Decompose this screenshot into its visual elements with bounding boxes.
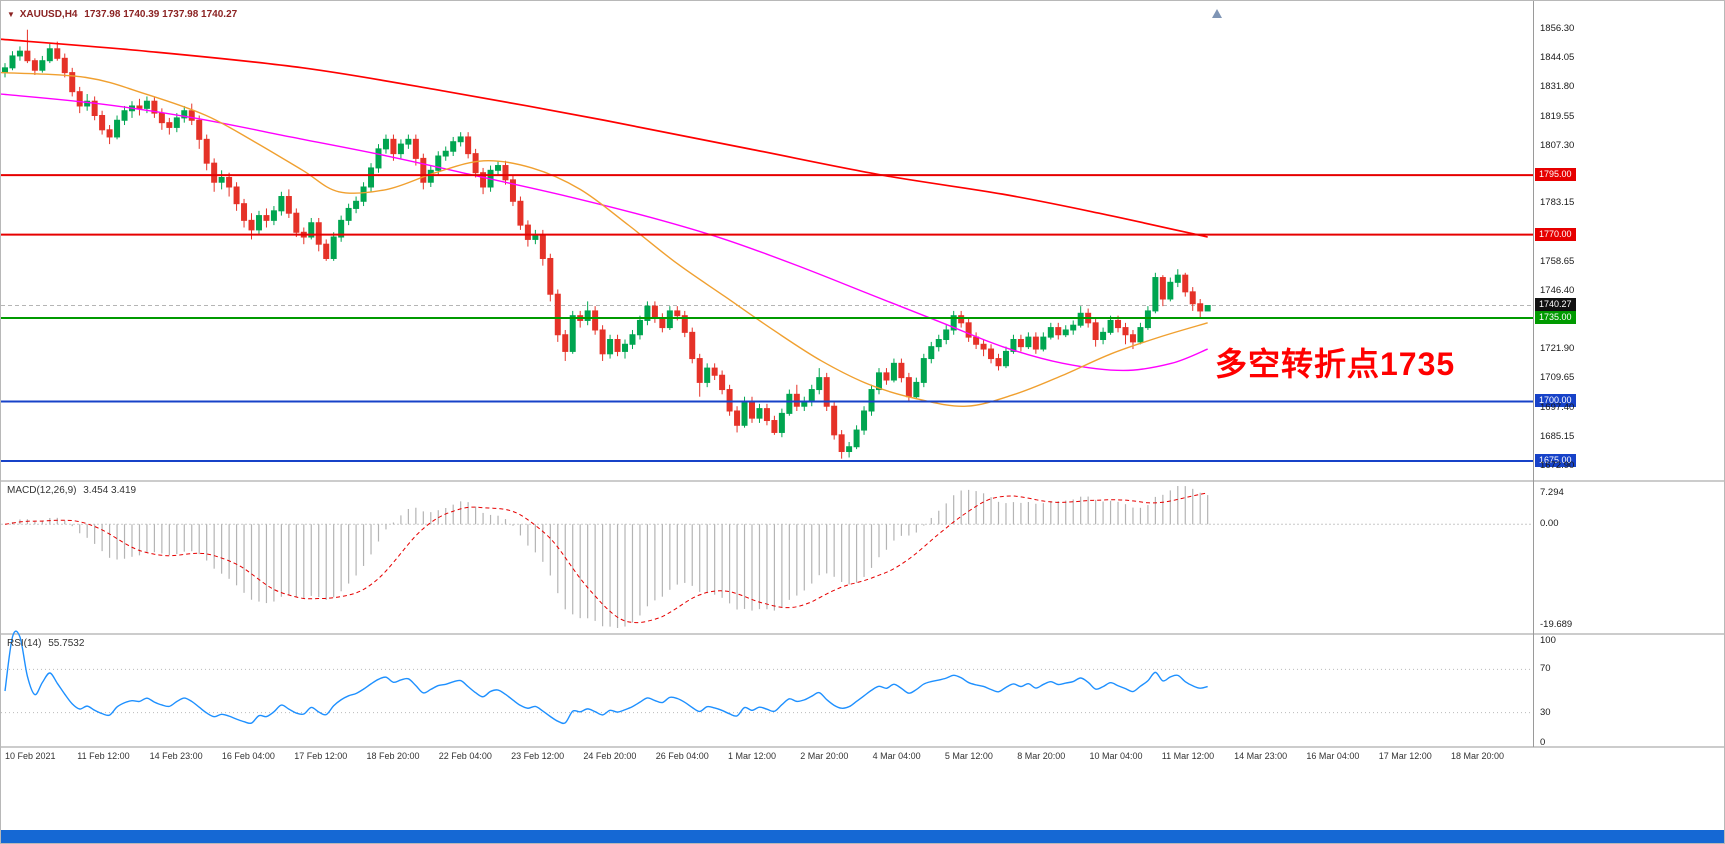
price-axis-label: 1685.15 [1540, 430, 1575, 442]
chart-title: ▼ XAUUSD,H4 1737.98 1740.39 1737.98 1740… [7, 9, 241, 20]
ma-fast-line [1, 71, 1208, 407]
price-axis-label: 1721.90 [1540, 343, 1575, 355]
ohlc-values: 1737.98 1740.39 1737.98 1740.27 [84, 9, 238, 20]
price-axis-label: 1819.55 [1540, 110, 1575, 122]
rsi-axis-label: 100 [1540, 635, 1556, 646]
price-badge-1675.00[interactable]: 1675.00 [1535, 454, 1576, 468]
time-axis-label: 11 Mar 12:00 [1161, 751, 1215, 761]
rsi-label: RSI(14) [7, 638, 42, 649]
macd-axis-min: -19.689 [1540, 619, 1573, 630]
time-axis-label: 8 Mar 20:00 [1017, 751, 1066, 761]
time-axis-label: 1 Mar 12:00 [728, 751, 777, 761]
time-axis-label: 14 Feb 23:00 [149, 751, 203, 761]
time-axis-label: 5 Mar 12:00 [944, 751, 993, 761]
rsi-axis-label: 30 [1540, 706, 1551, 718]
time-axis-label: 14 Mar 23:00 [1234, 751, 1288, 761]
symbol-dropdown-icon[interactable]: ▼ [7, 10, 15, 19]
current-price-badge: 1740.27 [1535, 298, 1576, 312]
macd-pane-title: MACD(12,26,9) 3.454 3.419 [7, 485, 140, 496]
time-axis-label: 4 Mar 04:00 [872, 751, 921, 761]
time-axis-label: 16 Mar 04:00 [1306, 751, 1360, 761]
chart-shift-marker[interactable] [1212, 9, 1222, 18]
annotation-text: 多空转折点1735 [1215, 346, 1456, 382]
price-axis-label: 1831.80 [1540, 81, 1575, 93]
time-axis-label: 11 Feb 12:00 [77, 751, 130, 761]
macd-signal-line [4, 492, 1208, 624]
bottom-bar [1, 830, 1724, 843]
time-axis-label: 17 Feb 12:00 [294, 751, 348, 761]
time-axis-label: 16 Feb 04:00 [221, 751, 275, 761]
price-badge-1795.00[interactable]: 1795.00 [1535, 168, 1576, 182]
macd-values: 3.454 3.419 [83, 485, 137, 496]
symbol-period: XAUUSD,H4 [19, 9, 78, 20]
price-badge-1700.00[interactable]: 1700.00 [1535, 394, 1576, 408]
rsi-axis-label: 0 [1540, 737, 1546, 748]
time-axis-label: 10 Mar 04:00 [1089, 751, 1143, 761]
price-axis-label: 1697.40 [1540, 401, 1575, 413]
time-axis-label: 18 Mar 20:00 [1451, 751, 1505, 761]
time-axis-label: 24 Feb 20:00 [583, 751, 637, 761]
time-axis-label: 10 Feb 2021 [5, 751, 56, 761]
price-axis-label: 1856.30 [1540, 23, 1575, 34]
time-axis-label: 17 Mar 12:00 [1378, 751, 1432, 761]
price-axis-label: 1807.30 [1540, 139, 1575, 151]
ma-slow-line [1, 38, 1208, 238]
price-badge-1735.00[interactable]: 1735.00 [1535, 311, 1576, 325]
price-axis-label: 1783.15 [1540, 197, 1575, 209]
rsi-axis-label: 70 [1540, 663, 1551, 675]
time-axis-label: 22 Feb 04:00 [438, 751, 492, 761]
time-axis-label: 23 Feb 12:00 [511, 751, 565, 761]
time-axis-label: 26 Feb 04:00 [655, 751, 709, 761]
macd-axis-max: 7.294 [1540, 487, 1564, 498]
price-axis-label: 1709.65 [1540, 372, 1575, 384]
macd-histogram [11, 486, 1209, 628]
price-axis-label: 1758.65 [1540, 255, 1575, 267]
time-axis-label: 18 Feb 20:00 [366, 751, 420, 761]
price-axis-label: 1746.40 [1540, 284, 1575, 296]
candles [2, 29, 1211, 459]
rsi-line [4, 630, 1208, 725]
rsi-value: 55.7532 [48, 638, 85, 649]
price-axis-label: 1672.90 [1540, 460, 1575, 472]
time-axis-label: 2 Mar 20:00 [800, 751, 849, 761]
ma-medium-line [1, 93, 1208, 372]
macd-axis-zero: 0.00 [1540, 518, 1559, 530]
price-badge-1770.00[interactable]: 1770.00 [1535, 227, 1576, 241]
macd-label: MACD(12,26,9) [7, 485, 77, 496]
rsi-pane-title: RSI(14) 55.7532 [7, 638, 88, 649]
price-axis-label: 1844.05 [1540, 52, 1575, 64]
